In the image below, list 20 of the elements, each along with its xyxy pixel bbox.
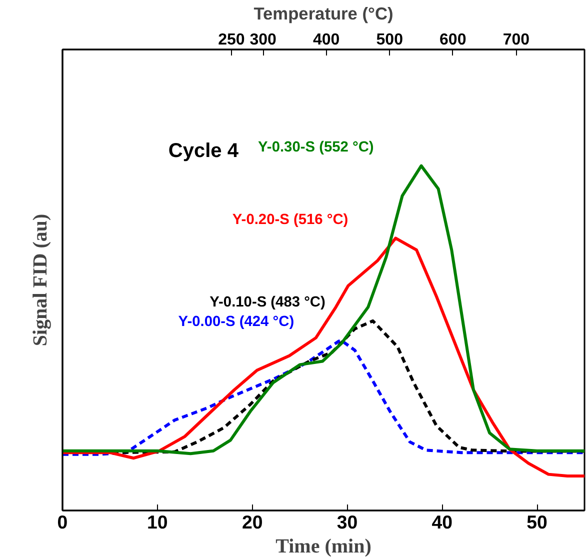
x-axis-title: Time (min) [276, 536, 372, 558]
text: Y-0.00-S (424 °C) [178, 314, 294, 330]
text: Y-0.10-S (483 °C) [210, 294, 326, 311]
text: Y-0.20-S (516 °C) [232, 212, 348, 228]
x-tick-label: 0 [57, 512, 68, 532]
x-tick-label: 40 [432, 512, 453, 532]
x2-tick-label: 400 [313, 32, 340, 48]
text: Y-0.30-S (552 °C) [258, 139, 374, 156]
x2-tick-label: 250 [218, 32, 245, 48]
x2-tick-label: 500 [376, 32, 404, 48]
x-tick-label: 10 [147, 512, 168, 532]
x-tick-label: 30 [336, 512, 358, 532]
chart-title: Cycle 4 [168, 140, 240, 162]
x2-tick-label: 700 [502, 32, 530, 48]
x-tick-label: 20 [242, 512, 263, 532]
y-axis-title: Signal FID (au) [30, 214, 52, 346]
x2-axis-title: Temperature (°C) [254, 4, 394, 24]
x2-tick-label: 600 [440, 32, 466, 48]
x-tick-label: 50 [526, 512, 548, 532]
x2-tick-label: 300 [250, 32, 277, 48]
